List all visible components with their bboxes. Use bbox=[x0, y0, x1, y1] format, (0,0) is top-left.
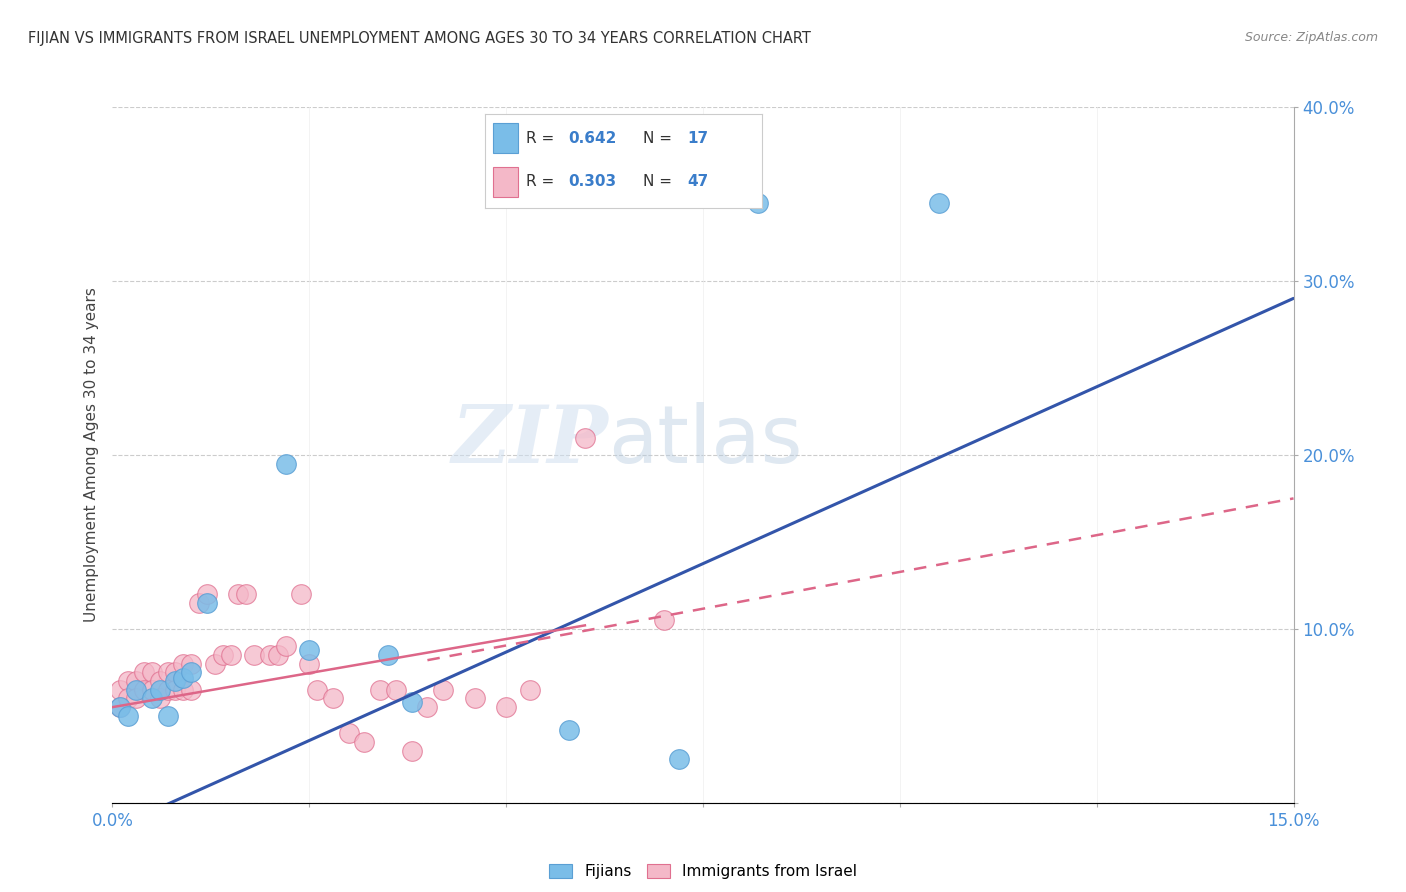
Point bbox=[165, 682, 187, 697]
Y-axis label: Unemployment Among Ages 30 to 34 years: Unemployment Among Ages 30 to 34 years bbox=[83, 287, 98, 623]
Point bbox=[141, 691, 163, 706]
Point bbox=[165, 665, 187, 680]
Point bbox=[110, 700, 132, 714]
Point bbox=[368, 682, 391, 697]
Point bbox=[125, 682, 148, 697]
Point bbox=[141, 665, 163, 680]
Point bbox=[172, 682, 194, 697]
Point bbox=[180, 665, 202, 680]
Point bbox=[117, 708, 139, 723]
Point bbox=[274, 639, 297, 653]
Point bbox=[495, 700, 517, 714]
Point bbox=[219, 648, 242, 662]
Point bbox=[385, 682, 408, 697]
Point bbox=[228, 587, 250, 601]
Point bbox=[110, 700, 132, 714]
Point bbox=[172, 657, 194, 671]
Point bbox=[432, 682, 454, 697]
Point bbox=[180, 657, 202, 671]
Point bbox=[156, 708, 179, 723]
Point bbox=[172, 671, 194, 685]
Point bbox=[307, 682, 329, 697]
Point bbox=[416, 700, 439, 714]
Point bbox=[322, 691, 344, 706]
Point bbox=[235, 587, 257, 601]
Point bbox=[401, 695, 423, 709]
Point bbox=[195, 587, 218, 601]
Point bbox=[928, 195, 950, 210]
Point bbox=[377, 648, 399, 662]
Point bbox=[156, 682, 179, 697]
Point bbox=[110, 682, 132, 697]
Point bbox=[180, 682, 202, 697]
Point bbox=[747, 195, 769, 210]
Point bbox=[259, 648, 281, 662]
Point bbox=[401, 744, 423, 758]
Point bbox=[267, 648, 290, 662]
Text: ZIP: ZIP bbox=[451, 402, 609, 480]
Point bbox=[298, 657, 321, 671]
Point bbox=[668, 752, 690, 766]
Text: Source: ZipAtlas.com: Source: ZipAtlas.com bbox=[1244, 31, 1378, 45]
Point bbox=[337, 726, 360, 740]
Point bbox=[204, 657, 226, 671]
Point bbox=[574, 431, 596, 445]
Point bbox=[165, 674, 187, 689]
Point bbox=[353, 735, 375, 749]
Point bbox=[132, 665, 155, 680]
Point bbox=[211, 648, 233, 662]
Point bbox=[117, 674, 139, 689]
Point bbox=[125, 674, 148, 689]
Point bbox=[274, 457, 297, 471]
Point bbox=[290, 587, 312, 601]
Text: atlas: atlas bbox=[609, 402, 803, 480]
Point bbox=[464, 691, 486, 706]
Point bbox=[519, 682, 541, 697]
Point bbox=[558, 723, 581, 737]
Point bbox=[652, 613, 675, 627]
Point bbox=[298, 642, 321, 657]
Point bbox=[117, 691, 139, 706]
Point bbox=[195, 596, 218, 610]
Point bbox=[132, 682, 155, 697]
Point bbox=[156, 665, 179, 680]
Point bbox=[243, 648, 266, 662]
Point bbox=[188, 596, 211, 610]
Legend: Fijians, Immigrants from Israel: Fijians, Immigrants from Israel bbox=[543, 858, 863, 886]
Point bbox=[149, 691, 172, 706]
Text: FIJIAN VS IMMIGRANTS FROM ISRAEL UNEMPLOYMENT AMONG AGES 30 TO 34 YEARS CORRELAT: FIJIAN VS IMMIGRANTS FROM ISRAEL UNEMPLO… bbox=[28, 31, 811, 46]
Point bbox=[125, 691, 148, 706]
Point bbox=[141, 682, 163, 697]
Point bbox=[149, 674, 172, 689]
Point bbox=[149, 682, 172, 697]
